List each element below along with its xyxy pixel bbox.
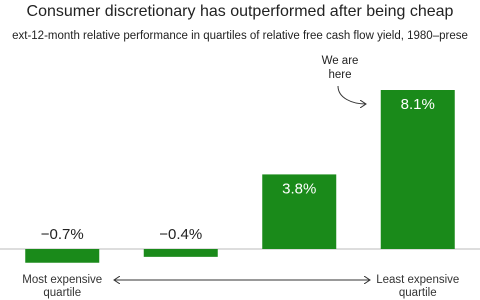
x-tick-label: Most expensive quartile	[22, 274, 102, 299]
value-label: 8.1%	[401, 96, 435, 113]
bar	[143, 249, 218, 257]
value-label: −0.4%	[159, 226, 202, 243]
bar	[262, 174, 337, 249]
x-tick-label: Least expensive quartile	[376, 274, 459, 299]
chart-title: Consumer discretionary has outperformed …	[27, 3, 454, 20]
bar	[25, 249, 100, 263]
annotation: We are here	[322, 55, 359, 81]
chart-subtitle: ext-12-month relative performance in qua…	[12, 30, 468, 42]
value-label: 3.8%	[282, 180, 316, 197]
bar	[380, 90, 455, 249]
annotation-arrow	[337, 85, 366, 104]
value-label: −0.7%	[41, 226, 84, 243]
